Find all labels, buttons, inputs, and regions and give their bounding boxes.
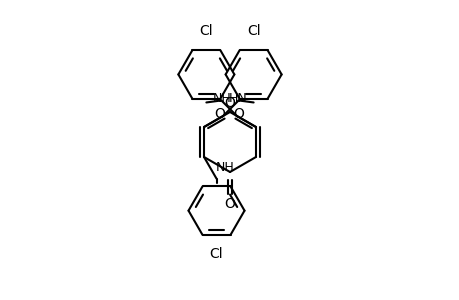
Text: Cl: Cl: [209, 247, 223, 261]
Text: Cl: Cl: [199, 25, 213, 38]
Text: O: O: [224, 96, 235, 110]
Text: Cl: Cl: [246, 25, 260, 38]
Text: NH: NH: [215, 161, 234, 174]
Text: HN: HN: [228, 92, 247, 105]
Text: O: O: [224, 197, 235, 211]
Text: O: O: [213, 107, 224, 121]
Text: NH: NH: [212, 92, 231, 105]
Text: O: O: [233, 107, 243, 121]
